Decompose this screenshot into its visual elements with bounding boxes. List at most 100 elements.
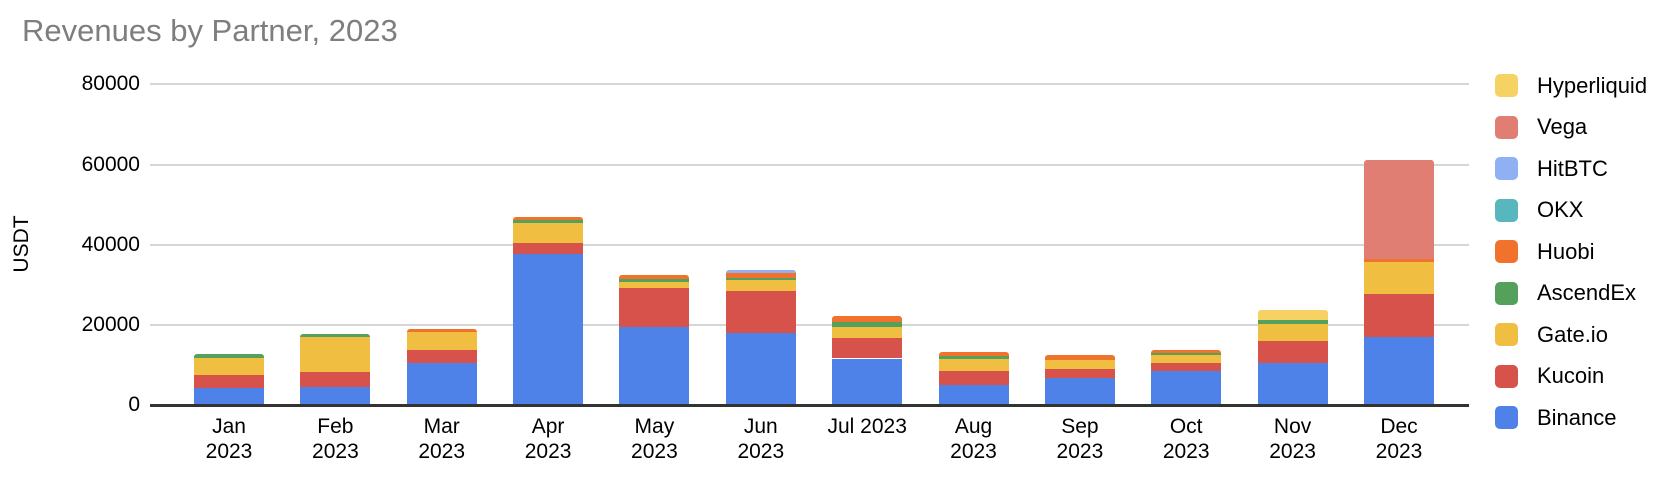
legend-swatch <box>1495 323 1518 346</box>
legend-label: Hyperliquid <box>1537 72 1648 98</box>
bar-segment[interactable] <box>1257 362 1328 405</box>
gridline <box>150 163 1469 166</box>
legend-label: Binance <box>1537 404 1617 430</box>
bar-segment[interactable] <box>406 350 477 363</box>
bar-segment[interactable] <box>194 358 264 375</box>
bar-segment[interactable] <box>619 288 690 327</box>
bar-segment[interactable] <box>1364 258 1434 262</box>
bar-segment[interactable] <box>619 278 690 282</box>
bar-segment[interactable] <box>725 279 796 291</box>
bar-segment[interactable] <box>938 352 1009 357</box>
legend-item-kucoin: Kucoin <box>1495 363 1647 388</box>
bar-segment[interactable] <box>194 388 264 405</box>
bar-segment[interactable] <box>1044 377 1115 405</box>
legend-label: OKX <box>1537 197 1584 222</box>
bar-segment[interactable] <box>832 315 903 322</box>
gridline <box>150 243 1469 246</box>
legend-label: Kucoin <box>1537 363 1605 388</box>
legend-item-okx: OKX <box>1495 197 1647 222</box>
bar-segment[interactable] <box>938 370 1009 385</box>
bar-segment[interactable] <box>194 353 264 359</box>
bar-segment[interactable] <box>832 326 903 338</box>
x-axis-label: Apr 2023 <box>524 415 572 463</box>
y-axis-tick-label: 60000 <box>81 152 140 176</box>
bar-segment[interactable] <box>1044 355 1115 360</box>
legend-item-vega: Vega <box>1495 114 1647 139</box>
bar-segment[interactable] <box>513 220 584 223</box>
bar-segment[interactable] <box>832 321 903 327</box>
x-axis-label: Sep 2023 <box>1056 415 1104 463</box>
bar-segment[interactable] <box>938 359 1009 371</box>
bar-segment[interactable] <box>1151 350 1222 353</box>
bar-segment[interactable] <box>1044 369 1115 378</box>
bar-segment[interactable] <box>725 277 796 280</box>
legend-item-gate-io: Gate.io <box>1495 321 1647 347</box>
bar-segment[interactable] <box>406 328 477 332</box>
bar-segment[interactable] <box>1257 309 1328 321</box>
x-axis-label: Nov 2023 <box>1269 415 1316 463</box>
bar-segment[interactable] <box>513 254 584 405</box>
chart-title: Revenues by Partner, 2023 <box>22 13 398 48</box>
bar-segment[interactable] <box>300 386 371 405</box>
bar-segment[interactable] <box>832 337 903 359</box>
legend-swatch <box>1495 364 1518 388</box>
legend-swatch <box>1495 157 1518 180</box>
y-axis-tick-label: 0 <box>128 393 140 416</box>
legend-swatch <box>1495 74 1518 97</box>
bar-segment[interactable] <box>832 358 903 405</box>
legend-item-binance: Binance <box>1495 404 1647 430</box>
bar-segment[interactable] <box>725 270 796 274</box>
x-axis-label: Oct 2023 <box>1162 415 1210 463</box>
bar-segment[interactable] <box>406 362 477 405</box>
bar-segment[interactable] <box>938 384 1009 405</box>
x-axis-label: Jan 2023 <box>205 415 253 463</box>
bar-segment[interactable] <box>1151 354 1222 363</box>
bar-segment[interactable] <box>406 331 477 351</box>
x-axis-label: Feb 2023 <box>312 415 359 463</box>
bar-segment[interactable] <box>725 332 796 405</box>
bar-segment[interactable] <box>1151 370 1222 405</box>
legend-swatch <box>1495 281 1518 305</box>
bar-segment[interactable] <box>1151 362 1222 371</box>
bar-segment[interactable] <box>300 371 371 387</box>
gridline <box>150 323 1469 326</box>
x-axis-label: Dec 2023 <box>1375 415 1423 463</box>
bar-segment[interactable] <box>1364 261 1434 294</box>
bar-segment[interactable] <box>300 334 371 338</box>
legend-label: Huobi <box>1537 238 1595 264</box>
gridline <box>150 83 1469 86</box>
bar-segment[interactable] <box>1364 336 1434 405</box>
bar-segment[interactable] <box>725 273 796 278</box>
bar-segment[interactable] <box>619 281 690 289</box>
bar-segment[interactable] <box>1364 160 1434 259</box>
bar-segment[interactable] <box>938 356 1009 360</box>
legend-swatch <box>1495 240 1518 263</box>
legend-swatch <box>1495 198 1518 222</box>
legend-label: HitBTC <box>1537 155 1608 181</box>
y-axis-tick-label: 20000 <box>81 312 140 336</box>
bar-segment[interactable] <box>513 217 584 221</box>
bar-segment[interactable] <box>1044 359 1115 370</box>
legend-item-huobi: Huobi <box>1495 238 1647 264</box>
bar-segment[interactable] <box>513 222 584 243</box>
x-axis-label: Jul 2023 <box>827 415 907 438</box>
bar-segment[interactable] <box>619 275 690 279</box>
bar-segment[interactable] <box>1257 320 1328 324</box>
bar-segment[interactable] <box>1257 340 1328 363</box>
bar-segment[interactable] <box>725 290 796 333</box>
x-axis-label: Aug 2023 <box>950 415 997 463</box>
legend: Hyperliquid Vega HitBTC OKX Huobi AscendEx Gat… <box>1495 72 1648 448</box>
x-axis-line <box>150 404 1469 407</box>
legend-label: Gate.io <box>1537 321 1608 347</box>
bar-segment[interactable] <box>1151 352 1222 355</box>
bar-segment[interactable] <box>1257 323 1328 341</box>
bar-segment[interactable] <box>513 242 584 255</box>
legend-item-ascendex: AscendEx <box>1495 280 1647 305</box>
bar-segment[interactable] <box>619 326 690 405</box>
bar-segment[interactable] <box>1364 293 1434 337</box>
bar-segment[interactable] <box>194 374 264 389</box>
bar-segment[interactable] <box>300 337 371 372</box>
x-axis-label: Jun 2023 <box>737 415 785 463</box>
legend-item-hitbtc: HitBTC <box>1495 155 1647 181</box>
